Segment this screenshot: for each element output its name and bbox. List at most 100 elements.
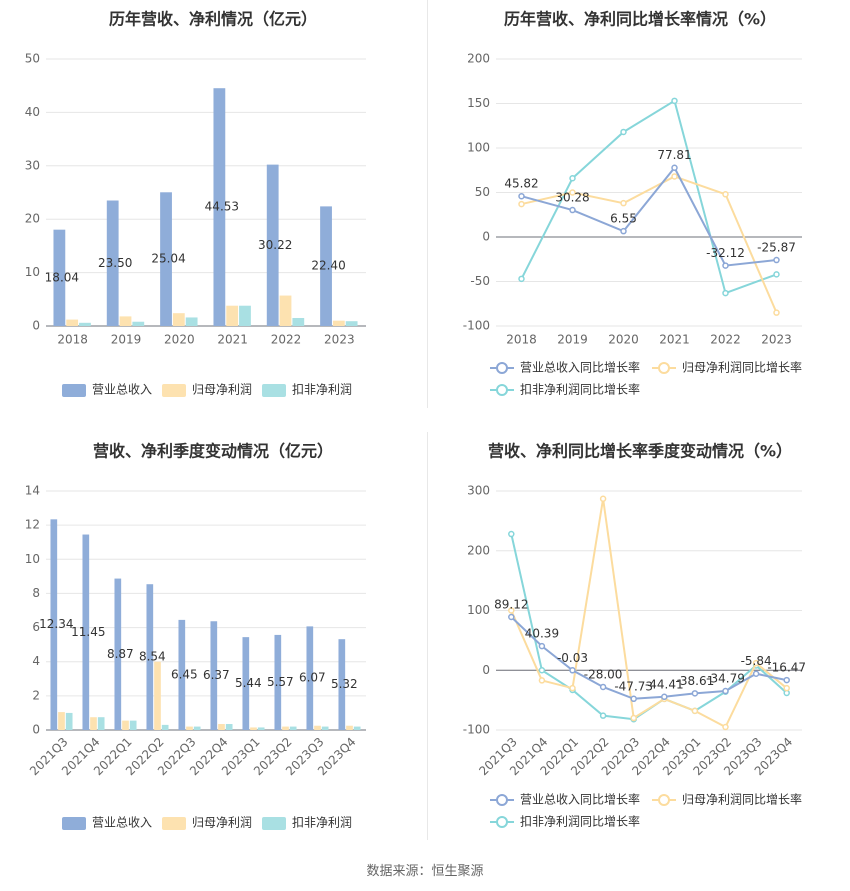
- series-point[interactable]: [518, 200, 525, 208]
- bar-parent-profit[interactable]: [250, 727, 257, 730]
- bar-parent-profit[interactable]: [279, 295, 292, 326]
- legend-swatch[interactable]: [162, 384, 186, 397]
- legend-label[interactable]: 归母净利润: [192, 383, 252, 397]
- bar-parent-profit[interactable]: [226, 305, 239, 326]
- legend-marker[interactable]: [658, 362, 670, 374]
- bar-parent-profit[interactable]: [282, 726, 289, 730]
- bar-parent-profit[interactable]: [218, 724, 225, 730]
- legend-label[interactable]: 营业总收入: [92, 383, 152, 397]
- bar-revenue[interactable]: [53, 229, 66, 326]
- bar-revenue[interactable]: [242, 637, 250, 730]
- series-point[interactable]: [752, 659, 760, 667]
- bar-deducted-profit[interactable]: [65, 712, 73, 730]
- bar-parent-profit[interactable]: [314, 725, 321, 730]
- series-point[interactable]: [569, 175, 576, 182]
- bar-deducted-profit[interactable]: [257, 727, 265, 730]
- bar-revenue[interactable]: [160, 192, 172, 326]
- legend-swatch[interactable]: [62, 817, 86, 830]
- series-point[interactable]: [722, 289, 729, 297]
- bar-revenue[interactable]: [210, 621, 218, 730]
- bar-deducted-profit[interactable]: [132, 321, 145, 326]
- legend-swatch[interactable]: [62, 384, 86, 397]
- legend-label[interactable]: 扣非净利润同比增长率: [520, 814, 640, 829]
- series-point[interactable]: [518, 192, 525, 200]
- series-point[interactable]: [671, 173, 678, 180]
- series-point[interactable]: [773, 256, 780, 264]
- bar-deducted-profit[interactable]: [239, 305, 251, 326]
- bar-parent-profit[interactable]: [172, 313, 185, 326]
- legend-label[interactable]: 归母净利润同比增长率: [682, 792, 802, 807]
- bar-parent-profit[interactable]: [66, 319, 79, 326]
- series-point[interactable]: [620, 199, 627, 207]
- series-point[interactable]: [630, 695, 637, 703]
- legend-marker[interactable]: [496, 816, 508, 828]
- bar-revenue[interactable]: [178, 619, 186, 730]
- series-point[interactable]: [671, 97, 678, 105]
- series-point[interactable]: [508, 530, 515, 538]
- bar-revenue[interactable]: [274, 634, 282, 730]
- bar-parent-profit[interactable]: [332, 320, 345, 326]
- series-point[interactable]: [538, 667, 546, 674]
- series-point[interactable]: [691, 707, 699, 715]
- bar-deducted-profit[interactable]: [161, 724, 169, 730]
- series-point[interactable]: [752, 670, 760, 677]
- series-point[interactable]: [508, 613, 515, 621]
- legend-marker[interactable]: [496, 362, 508, 374]
- legend-label[interactable]: 扣非净利润: [292, 816, 352, 830]
- series-point[interactable]: [691, 690, 699, 697]
- bar-deducted-profit[interactable]: [225, 724, 233, 730]
- series-point[interactable]: [783, 676, 790, 684]
- bar-deducted-profit[interactable]: [321, 726, 329, 730]
- series-point[interactable]: [722, 723, 729, 731]
- bar-revenue[interactable]: [146, 584, 154, 730]
- legend-label[interactable]: 扣非净利润同比增长率: [520, 382, 640, 397]
- bar-revenue[interactable]: [320, 206, 332, 326]
- bar-deducted-profit[interactable]: [353, 726, 361, 730]
- legend-swatch[interactable]: [262, 384, 286, 397]
- legend-label[interactable]: 营业总收入: [92, 816, 152, 830]
- series-point[interactable]: [569, 684, 576, 692]
- series-point[interactable]: [773, 271, 780, 278]
- series-point[interactable]: [518, 275, 525, 283]
- bar-deducted-profit[interactable]: [345, 321, 358, 326]
- legend-marker[interactable]: [496, 794, 508, 806]
- bar-parent-profit[interactable]: [346, 725, 353, 730]
- series-point[interactable]: [599, 683, 607, 691]
- series-point[interactable]: [538, 677, 546, 684]
- legend-swatch[interactable]: [262, 817, 286, 830]
- legend-marker[interactable]: [658, 794, 670, 806]
- series-point[interactable]: [773, 309, 780, 316]
- series-point[interactable]: [569, 206, 576, 214]
- series-point[interactable]: [661, 693, 668, 701]
- bar-deducted-profit[interactable]: [129, 720, 137, 730]
- series-point[interactable]: [722, 687, 729, 695]
- bar-parent-profit[interactable]: [122, 720, 129, 730]
- bar-parent-profit[interactable]: [90, 717, 97, 730]
- series-point[interactable]: [630, 714, 637, 722]
- bar-parent-profit[interactable]: [154, 661, 161, 730]
- bar-deducted-profit[interactable]: [292, 317, 305, 326]
- legend-label[interactable]: 归母净利润同比增长率: [682, 360, 802, 375]
- bar-deducted-profit[interactable]: [193, 726, 201, 730]
- series-point[interactable]: [783, 684, 790, 692]
- legend-swatch[interactable]: [162, 817, 186, 830]
- bar-deducted-profit[interactable]: [289, 726, 297, 730]
- bar-revenue[interactable]: [213, 88, 226, 326]
- bar-revenue[interactable]: [50, 519, 58, 730]
- bar-revenue[interactable]: [82, 534, 90, 730]
- series-point[interactable]: [538, 642, 546, 650]
- series-point[interactable]: [722, 191, 729, 198]
- legend-marker[interactable]: [496, 384, 508, 396]
- legend-label[interactable]: 归母净利润: [192, 816, 252, 830]
- series-point[interactable]: [508, 607, 515, 614]
- bar-deducted-profit[interactable]: [185, 317, 198, 326]
- series-point[interactable]: [599, 495, 607, 503]
- bar-revenue[interactable]: [114, 578, 122, 730]
- series-point[interactable]: [671, 164, 678, 171]
- bar-revenue[interactable]: [106, 200, 119, 326]
- series-point[interactable]: [599, 712, 607, 719]
- bar-parent-profit[interactable]: [186, 726, 193, 730]
- bar-revenue[interactable]: [338, 639, 346, 730]
- series-point[interactable]: [569, 189, 576, 196]
- bar-revenue[interactable]: [306, 626, 314, 730]
